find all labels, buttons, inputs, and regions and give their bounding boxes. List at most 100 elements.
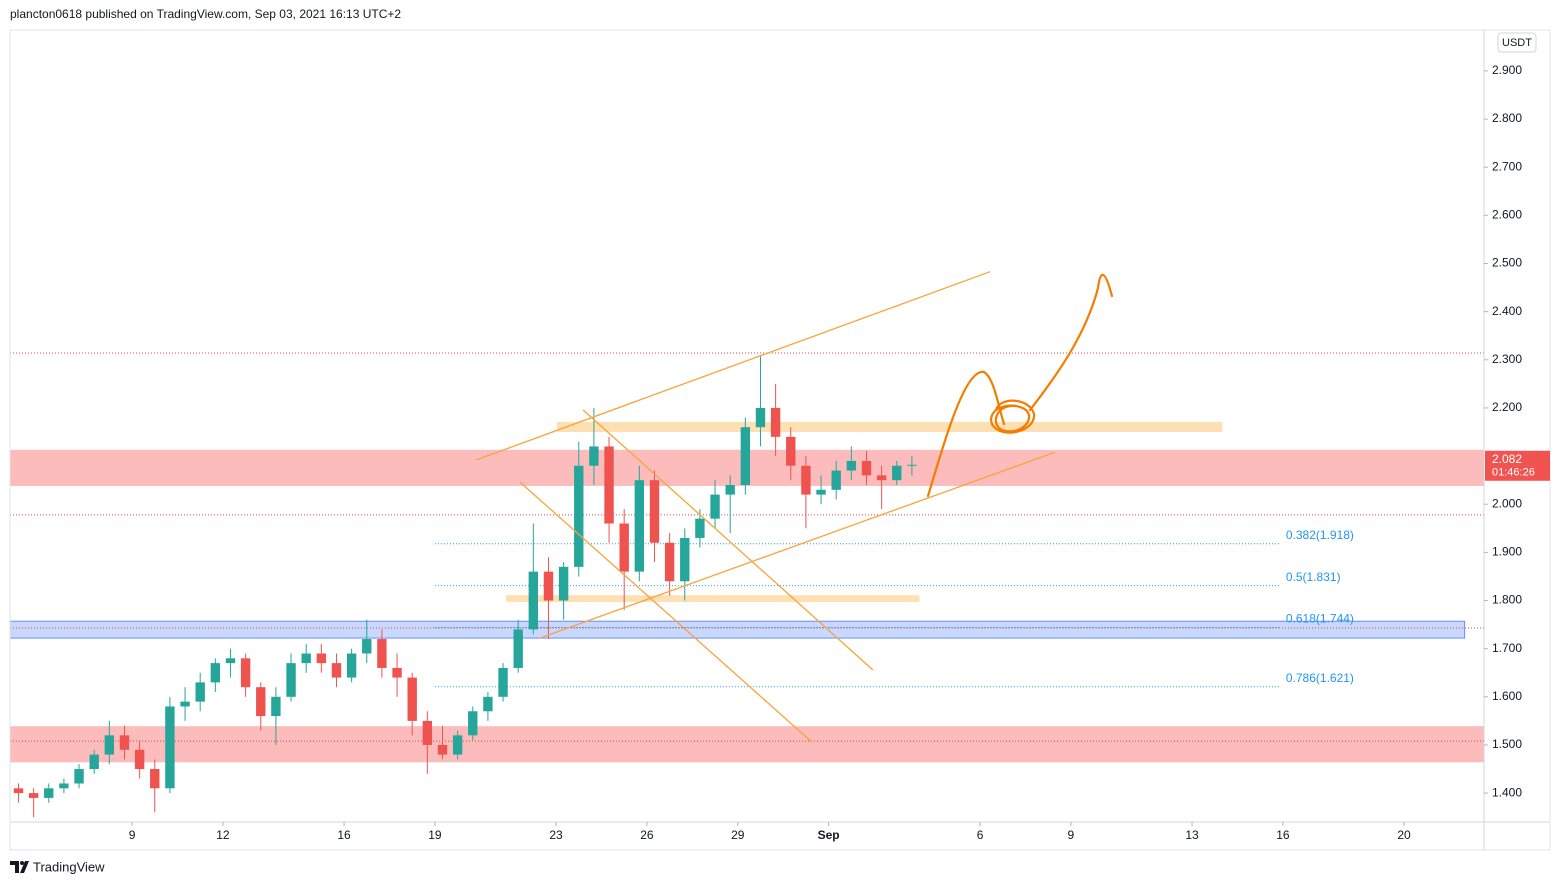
- x-tick-label: 16: [1276, 828, 1290, 842]
- projection-sketch: [926, 273, 1114, 498]
- header: plancton0618 published on TradingView.co…: [10, 7, 401, 21]
- trend-line: [582, 409, 874, 671]
- candle-body: [286, 663, 296, 697]
- candle-body: [680, 537, 690, 582]
- zone: [9, 620, 1466, 639]
- fib-label: 0.382(1.918): [1286, 528, 1354, 542]
- candle-body: [664, 542, 675, 582]
- candle-body: [770, 407, 781, 437]
- fib-label: 0.5(1.831): [1286, 570, 1341, 584]
- candle-body: [392, 667, 402, 678]
- x-tick-label: 13: [1185, 828, 1199, 842]
- x-tick-label: 9: [129, 828, 136, 842]
- countdown: 01:46:26: [1492, 467, 1535, 479]
- candle-body: [240, 658, 251, 688]
- candle-body: [634, 480, 645, 572]
- candle-body: [725, 484, 735, 495]
- y-tick-label: 1.800: [1492, 593, 1522, 607]
- y-tick-label: 2.200: [1492, 400, 1522, 414]
- candle-body: [377, 639, 387, 668]
- y-tick-label: 2.300: [1492, 352, 1522, 366]
- candle-body: [483, 696, 493, 712]
- candle-body: [786, 436, 796, 466]
- candle-body: [437, 744, 448, 755]
- candle-body: [710, 494, 720, 519]
- candle-body: [452, 735, 463, 755]
- x-tick-label: 12: [216, 828, 230, 842]
- x-tick-label: 26: [640, 828, 654, 842]
- candle-body: [362, 639, 372, 654]
- candle-body: [165, 706, 175, 789]
- candle-body: [13, 788, 24, 794]
- candle-body: [498, 667, 508, 697]
- candle-body: [574, 465, 584, 567]
- candle-body: [331, 663, 342, 678]
- candle-body: [44, 788, 54, 798]
- candle-body: [589, 446, 599, 466]
- brand: TradingView: [33, 859, 105, 874]
- candle-body: [907, 464, 917, 466]
- x-tick-label: Sep: [818, 828, 840, 842]
- fib-label: 0.786(1.621): [1286, 671, 1354, 685]
- fib-label: 0.618(1.744): [1286, 612, 1354, 626]
- candle-body: [301, 653, 311, 664]
- candle-body: [316, 653, 327, 664]
- candle-body: [801, 465, 811, 495]
- candle-body: [513, 629, 523, 668]
- y-tick-label: 1.600: [1492, 689, 1522, 703]
- candle-body: [195, 682, 205, 702]
- candle-body: [271, 696, 281, 717]
- candle-body: [74, 769, 84, 784]
- candle-body: [225, 658, 236, 664]
- candle-body: [134, 749, 145, 770]
- zone: [10, 726, 1484, 763]
- candle-body: [846, 460, 857, 471]
- candle-body: [346, 653, 357, 678]
- candle-body: [740, 427, 751, 485]
- y-tick-label: 1.500: [1492, 737, 1522, 751]
- y-tick-label: 2.000: [1492, 496, 1522, 510]
- last-price-tag: [1485, 450, 1550, 481]
- y-tick-label: 2.500: [1492, 256, 1522, 270]
- zone: [506, 595, 920, 602]
- candle-body: [468, 711, 478, 736]
- y-tick-label: 1.400: [1492, 785, 1522, 799]
- candle-body: [695, 518, 705, 538]
- brand-logo: [10, 861, 29, 873]
- y-tick-label: 1.900: [1492, 545, 1522, 559]
- candle-body: [119, 735, 130, 750]
- candle-body: [89, 754, 99, 770]
- candle-body: [649, 480, 660, 543]
- candle-body: [256, 687, 266, 717]
- candle-body: [28, 793, 39, 798]
- frame: [9, 29, 1551, 851]
- trend-line: [475, 271, 991, 461]
- y-tick-label: 2.800: [1492, 111, 1522, 125]
- x-tick-label: 6: [977, 828, 984, 842]
- y-tick-label: 2.600: [1492, 208, 1522, 222]
- trend-line: [519, 481, 813, 743]
- x-tick-label: 9: [1068, 828, 1075, 842]
- candle-body: [619, 523, 629, 572]
- currency: USDT: [1502, 37, 1532, 49]
- candle-body: [543, 571, 554, 601]
- candle-body: [407, 677, 417, 721]
- candle-body: [816, 489, 826, 495]
- y-tick-label: 2.400: [1492, 304, 1522, 318]
- logo-mark: [10, 861, 29, 873]
- y-tick-label: 1.700: [1492, 641, 1522, 655]
- candle-body: [755, 407, 766, 428]
- candle-body: [422, 720, 433, 745]
- plot-area: 0.382(1.918) 0.5(1.831) 0.618(1.744) 0.786(…: [9, 271, 1484, 818]
- x-tick-label: 20: [1397, 828, 1411, 842]
- last-price: 2.082: [1492, 452, 1522, 466]
- candle-body: [831, 470, 841, 490]
- candle-body: [210, 663, 221, 683]
- candle-body: [180, 701, 190, 707]
- x-tick-label: 19: [428, 828, 442, 842]
- zone: [556, 421, 1223, 433]
- logo-dot: [20, 861, 24, 865]
- candle-body: [861, 460, 872, 476]
